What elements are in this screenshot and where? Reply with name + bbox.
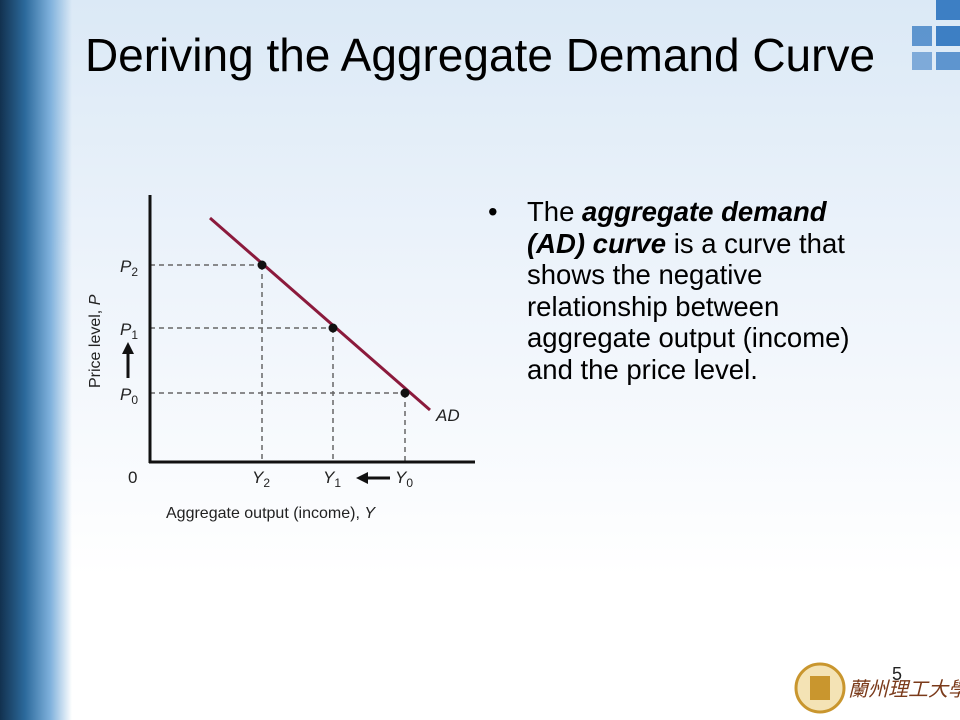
side-strip: [0, 0, 72, 720]
left-arrow-head: [356, 472, 368, 484]
bullet-rest: is a curve that shows the negative relat…: [527, 227, 850, 385]
bullet-lead: The: [527, 196, 583, 227]
curve-label: AD: [435, 406, 460, 425]
decor-square: [936, 0, 960, 20]
label-part: P: [120, 257, 132, 276]
page-number: 5: [892, 664, 902, 684]
decor-square: [936, 52, 960, 70]
slide-title: Deriving the Aggregate Demand Curve: [84, 29, 876, 81]
decor-square: [912, 26, 932, 46]
ad-curve: [209, 216, 431, 412]
logo-text: 蘭州理工大學: [848, 679, 960, 701]
bullet-marker: •: [488, 196, 498, 227]
output-label: Y2: [252, 468, 270, 490]
bullet-emphasis: aggregate demand (AD) curve: [527, 196, 827, 259]
label-part: 0: [131, 393, 138, 407]
label-part: Y: [252, 468, 265, 487]
point: [257, 260, 267, 270]
point: [328, 323, 338, 333]
logo-building: [810, 676, 830, 700]
price-label: P2: [120, 257, 138, 279]
label-part: P: [120, 320, 132, 339]
origin-label: 0: [128, 468, 137, 487]
label-part: P: [87, 294, 104, 305]
price-label: P0: [120, 385, 138, 407]
label-part: 1: [334, 476, 341, 490]
label-part: Price level,: [87, 305, 104, 388]
label-part: P: [120, 385, 132, 404]
price-label: P1: [120, 320, 138, 342]
output-label: Y1: [323, 468, 341, 490]
up-arrow-head: [122, 342, 134, 354]
label-part: Y: [395, 468, 408, 487]
x-axis-label: Aggregate output (income), Y: [166, 505, 376, 522]
decor-square: [936, 26, 960, 46]
point: [400, 388, 410, 398]
label-part: 1: [131, 328, 138, 342]
label-part: Aggregate output (income),: [166, 505, 364, 522]
decor-square: [912, 52, 932, 70]
label-part: Y: [364, 505, 376, 522]
label-part: 2: [263, 476, 270, 490]
bullet-text: The aggregate demand (AD) curve is a cur…: [527, 196, 877, 385]
output-label: Y0: [395, 468, 413, 490]
label-part: Y: [323, 468, 336, 487]
label-part: 0: [406, 476, 413, 490]
label-part: 2: [131, 265, 138, 279]
y-axis-label: Price level, P: [87, 294, 104, 388]
